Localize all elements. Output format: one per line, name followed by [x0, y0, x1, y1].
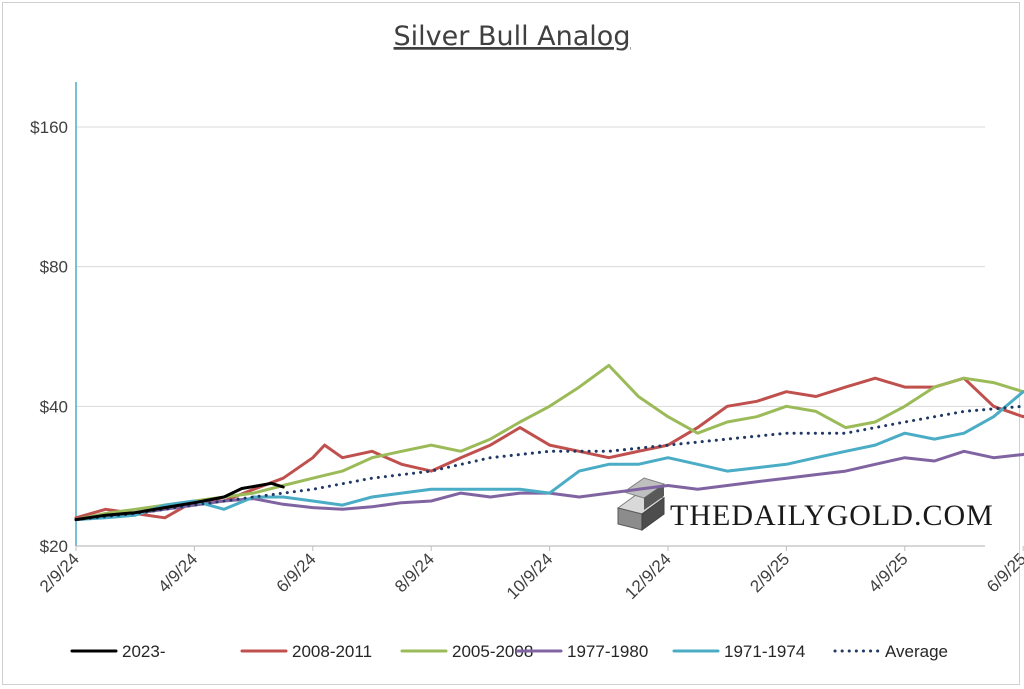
legend-item-1977-1980: 1977-1980 — [515, 642, 648, 661]
series-line-average — [74, 404, 1024, 522]
legend-label-0: 2023- — [122, 642, 165, 661]
watermark: THEDAILYGOLD.COM — [616, 477, 994, 532]
legend-label-5: Average — [885, 642, 948, 661]
x-tick-label-5: 12/9/24 — [621, 549, 675, 603]
series-line-2008-2011 — [74, 376, 1024, 520]
y-tick-label-2: $80 — [40, 258, 68, 277]
legend-item-1971-1974: 1971-1974 — [672, 642, 805, 661]
legend-item-2023-: 2023- — [70, 642, 165, 661]
legend-label-2: 2005-2008 — [452, 642, 533, 661]
legend-item-2008-2011: 2008-2011 — [240, 642, 372, 661]
y-tick-label-3: $160 — [30, 118, 68, 137]
axes — [75, 82, 1024, 551]
legend-label-4: 1971-1974 — [724, 642, 805, 661]
y-tick-label-1: $40 — [40, 397, 68, 416]
x-tick-label-2: 6/9/24 — [273, 549, 320, 596]
x-tick-label-4: 10/9/24 — [503, 549, 557, 603]
series-line-2005-2008 — [74, 363, 1024, 522]
series-lines — [74, 363, 1024, 522]
series-line-1971-1974 — [74, 390, 1024, 522]
x-tick-label-3: 8/9/24 — [391, 549, 438, 596]
x-tick-label-1: 4/9/24 — [154, 549, 201, 596]
x-tick-label-7: 4/9/25 — [865, 549, 912, 596]
x-tick-label-6: 2/9/25 — [746, 549, 793, 596]
legend-label-1: 2008-2011 — [292, 642, 372, 661]
y-tick-label-0: $20 — [40, 537, 68, 556]
legend: 2023- 2008-2011 2005-2008 1977-1980 1971-197… — [70, 642, 948, 661]
legend-item-average: Average — [833, 642, 948, 661]
legend-item-2005-2008: 2005-2008 — [400, 642, 533, 661]
y-tick-labels: $20 $40 $80 $160 — [30, 118, 68, 556]
gridlines — [76, 126, 985, 407]
series-line-2023- — [74, 481, 285, 522]
chart-title: Silver Bull Analog — [394, 21, 631, 52]
watermark-text: THEDAILYGOLD.COM — [670, 499, 994, 532]
series-line-1977-1980 — [74, 449, 1024, 522]
legend-label-3: 1977-1980 — [567, 642, 648, 661]
x-tick-labels: 2/9/24 4/9/24 6/9/24 8/9/24 10/9/24 12/9/24 2/… — [36, 549, 1024, 603]
gold-bar-logo — [616, 477, 666, 531]
x-tick-label-8: 6/9/25 — [983, 549, 1024, 596]
x-tick-label-0: 2/9/24 — [36, 549, 83, 596]
